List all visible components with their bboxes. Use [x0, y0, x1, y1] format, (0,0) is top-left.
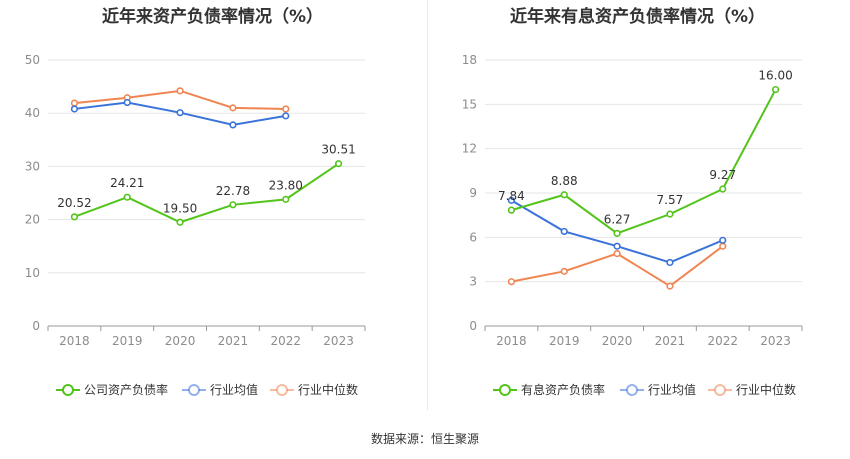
legend-label: 行业均值 [210, 382, 258, 397]
chart-title-left: 近年来资产负债率情况（%） [101, 7, 324, 27]
y-tick-label: 18 [462, 53, 477, 67]
data-point [560, 267, 568, 275]
data-point [507, 278, 516, 286]
data-point [123, 193, 131, 201]
data-point [507, 206, 516, 214]
legend-label: 行业中位数 [298, 382, 358, 397]
data-point [613, 229, 621, 237]
source-name: 恒生聚源 [431, 432, 480, 446]
legend-label: 行业中位数 [736, 382, 796, 397]
data-label: 16.00 [758, 69, 792, 83]
data-label: 24.21 [110, 176, 144, 190]
data-point [70, 213, 79, 221]
data-label: 23.80 [269, 178, 303, 192]
y-tick-label: 20 [25, 213, 40, 227]
data-point [229, 121, 237, 129]
data-point [176, 109, 184, 117]
x-tick-label: 2022 [270, 334, 301, 348]
x-tick-label: 2023 [760, 334, 791, 348]
y-tick-label: 30 [25, 159, 40, 173]
chart-left: 0 10 20 30 40 50 2018 2019 2020 2021 2022 2023 20.52… [25, 53, 366, 397]
x-tick-label: 2019 [112, 334, 143, 348]
data-label: 19.50 [163, 201, 197, 215]
data-point [666, 258, 674, 267]
x-tick-label: 2018 [59, 334, 90, 348]
y-tick-label: 40 [25, 106, 40, 120]
y-tick-label: 9 [469, 186, 477, 200]
data-point [507, 196, 516, 204]
data-point [282, 195, 290, 203]
data-point [334, 160, 343, 168]
x-tick-label: 2023 [323, 334, 354, 348]
data-label: 6.27 [604, 212, 631, 226]
y-tick-label: 0 [469, 319, 477, 333]
chart-right: 0 3 6 9 12 15 18 2018 2019 2020 2021 2022 2023 7.84 8.… [462, 53, 803, 397]
x-tick-label: 2021 [655, 334, 686, 348]
data-point [560, 191, 568, 199]
y-tick-label: 50 [25, 53, 40, 67]
panel-divider [427, 0, 428, 410]
data-point [70, 99, 79, 107]
x-tick-label: 2019 [549, 334, 580, 348]
data-label: 7.84 [498, 189, 525, 203]
y-tick-label: 10 [25, 266, 40, 280]
data-point [666, 282, 674, 290]
x-tick-label: 2022 [707, 334, 738, 348]
legend-swatch-marker [499, 384, 511, 396]
data-point [229, 104, 237, 112]
legend-swatch-marker [188, 384, 200, 396]
data-point [123, 98, 131, 107]
y-tick-label: 0 [32, 319, 40, 333]
data-label: 8.88 [551, 174, 578, 188]
x-tick-label: 2021 [218, 334, 249, 348]
legend-swatch-marker [626, 384, 638, 396]
data-point [666, 210, 674, 218]
data-point [282, 105, 290, 113]
data-point [176, 218, 184, 226]
data-label: 7.57 [657, 193, 684, 207]
data-point [771, 85, 780, 94]
x-tick-label: 2020 [602, 334, 633, 348]
legend-label: 公司资产负债率 [84, 382, 168, 397]
data-label: 22.78 [216, 184, 250, 198]
source-prefix: 数据来源： [370, 432, 431, 446]
series-line-0 [74, 162, 340, 224]
series-line-0 [511, 89, 777, 235]
data-label: 20.52 [57, 196, 91, 210]
legend-swatch-marker [276, 384, 288, 396]
data-point [560, 227, 568, 236]
y-tick-label: 6 [469, 230, 477, 244]
data-point [282, 112, 290, 120]
data-point [613, 242, 621, 250]
y-tick-label: 15 [462, 97, 477, 111]
data-point [719, 242, 727, 250]
x-tick-label: 2018 [496, 334, 527, 348]
legend-label: 行业均值 [648, 382, 696, 397]
data-point [613, 249, 621, 258]
y-tick-label: 3 [469, 275, 477, 289]
data-label: 9.27 [709, 168, 736, 182]
data-point [719, 185, 727, 193]
legend-swatch-marker [62, 384, 74, 396]
legend-label: 有息资产负债率 [521, 382, 605, 397]
data-point [719, 236, 727, 244]
legend-swatch-marker [714, 384, 726, 396]
data-point [229, 201, 237, 209]
chart-title-right: 近年来有息资产负债率情况（%） [509, 7, 766, 27]
x-tick-label: 2020 [165, 334, 196, 348]
data-source: 数据来源：恒生聚源 [0, 430, 850, 447]
data-label: 30.51 [321, 143, 355, 157]
data-point [70, 105, 79, 113]
y-tick-label: 12 [462, 142, 477, 156]
data-point [176, 87, 184, 95]
